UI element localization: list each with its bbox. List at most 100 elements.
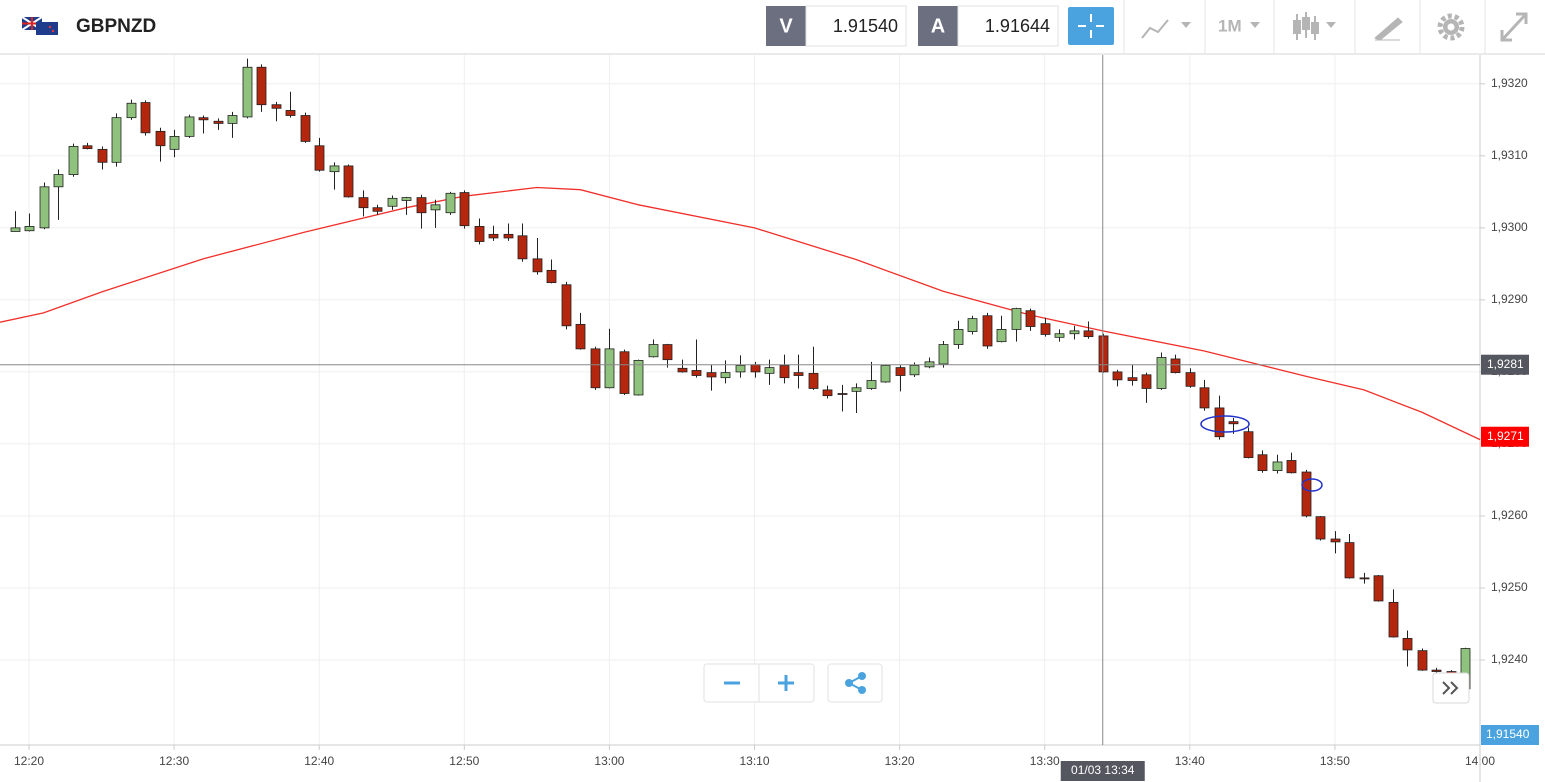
candle-body	[1040, 323, 1051, 335]
y-tick-label: 1,9260	[1491, 508, 1528, 522]
price-label-bg	[1481, 725, 1539, 745]
zoom-controls	[703, 663, 1470, 704]
moving-average	[0, 186, 1481, 441]
symbol: GBPNZD	[76, 16, 156, 37]
candle-body	[1141, 374, 1152, 389]
dropdown-arrow	[1250, 22, 1260, 28]
candle-body	[677, 367, 688, 373]
candle-body	[68, 146, 79, 175]
candle-body	[39, 186, 50, 229]
candle-body	[445, 192, 456, 214]
draw-button[interactable]	[1374, 17, 1403, 41]
candle-body	[227, 115, 238, 124]
chart: 12:20 12:30 12:40 12:50 13:00 13:10 13:20 13:30…	[0, 55, 1539, 782]
candle-type-button[interactable]	[1293, 12, 1336, 40]
zoom-in-button[interactable]	[778, 675, 794, 691]
dropdown-arrow	[1181, 22, 1191, 28]
candle-body	[1431, 669, 1442, 672]
candle-body	[184, 116, 195, 137]
candle-body	[1054, 333, 1065, 338]
candle-body	[82, 145, 93, 150]
gear-hole	[1447, 23, 1455, 31]
candle-body	[1025, 310, 1036, 327]
candle-body	[1286, 460, 1297, 474]
candle-body	[503, 233, 514, 239]
crosshair-y-label: 1,9281	[1487, 357, 1524, 371]
candle-body	[10, 227, 21, 232]
candle-body	[895, 367, 906, 376]
candle-body	[1257, 454, 1268, 471]
timeframe-button[interactable]: 1M	[1218, 16, 1260, 35]
candle-body	[387, 197, 398, 207]
candle-body	[1388, 601, 1399, 638]
bid-button[interactable]	[766, 6, 806, 46]
annotation-ellipse	[1301, 478, 1323, 492]
candle-body	[271, 104, 282, 109]
share-button[interactable]	[845, 672, 866, 694]
candle-body	[155, 130, 166, 147]
candle-body	[1170, 358, 1181, 374]
ask-button[interactable]	[918, 6, 958, 46]
candle-body	[401, 197, 412, 201]
candle-body	[1156, 357, 1167, 389]
icon	[1141, 19, 1169, 39]
crosshair-button[interactable]	[1068, 7, 1114, 45]
bid-label: V	[779, 15, 793, 37]
header: GBPNZD V 1.91540 A 1.91644 1M	[0, 0, 1545, 55]
candle-body	[517, 235, 528, 260]
candle-body	[619, 351, 630, 394]
candle-body	[691, 370, 702, 376]
fullscreen-button[interactable]	[1500, 12, 1528, 42]
candle-body	[590, 348, 601, 389]
x-tick-label: 12:40	[304, 754, 334, 768]
candle-body	[1127, 377, 1138, 381]
candle-body	[575, 323, 586, 350]
x-tick-label: 12:20	[14, 754, 44, 768]
candle-body	[1199, 387, 1210, 409]
candle-body	[938, 344, 949, 365]
candle-body	[1185, 372, 1196, 387]
x-tick-label: 13:30	[1030, 754, 1060, 768]
x-tick-label: 13:50	[1320, 754, 1350, 768]
y-tick-label: 1,9310	[1491, 148, 1528, 162]
candle-body	[416, 197, 427, 214]
candle-body	[53, 174, 64, 188]
candle-body	[169, 135, 180, 150]
candle-body	[1373, 575, 1384, 602]
x-tick-label: 12:30	[159, 754, 189, 768]
ask-box	[957, 5, 1059, 47]
candle-body	[126, 102, 137, 119]
candle-body	[24, 226, 35, 232]
candle-body	[198, 117, 209, 121]
candle-body	[1083, 330, 1094, 338]
x-tick-label: 13:10	[739, 754, 769, 768]
chart-type-button[interactable]	[1141, 19, 1191, 39]
bid-price: 1.91540	[833, 16, 898, 36]
crosshair-icon	[1078, 14, 1104, 38]
flag-star	[51, 29, 55, 33]
dropdown-arrow	[1326, 22, 1336, 28]
gear-teeth	[1437, 13, 1465, 41]
icon	[1302, 17, 1310, 30]
scroll-end-button[interactable]	[1432, 672, 1470, 704]
candle-body	[866, 380, 877, 389]
y-tick-label: 1,9250	[1491, 580, 1528, 594]
candle-body	[808, 372, 819, 389]
share-icon	[858, 672, 866, 680]
candle-body	[300, 115, 311, 142]
settings-button[interactable]	[1437, 13, 1465, 41]
candle-body	[851, 387, 862, 392]
candle-body	[764, 367, 775, 374]
candle-body	[909, 365, 920, 376]
share-icon	[858, 686, 866, 694]
candle-body	[546, 269, 557, 283]
candle-body	[140, 102, 151, 134]
candle-body	[982, 315, 993, 347]
candle-body	[314, 145, 325, 171]
candle-body	[1417, 650, 1428, 671]
candle-body	[488, 233, 499, 239]
crosshair-x-label: 01/03 13:34	[1071, 763, 1135, 777]
candle-body	[1112, 371, 1123, 381]
candle-body	[750, 364, 761, 373]
